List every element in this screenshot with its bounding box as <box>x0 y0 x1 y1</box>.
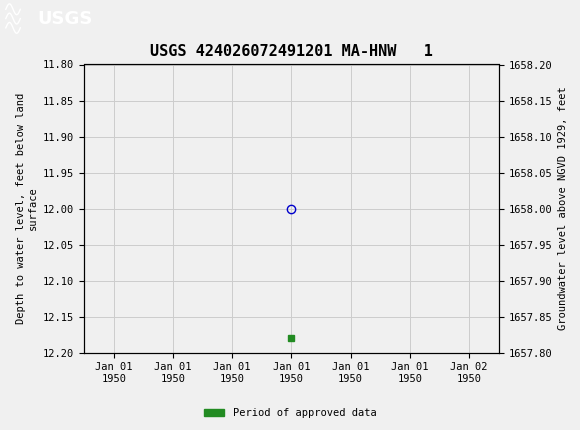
Title: USGS 424026072491201 MA-HNW   1: USGS 424026072491201 MA-HNW 1 <box>150 44 433 59</box>
Text: USGS: USGS <box>38 10 93 28</box>
Y-axis label: Groundwater level above NGVD 1929, feet: Groundwater level above NGVD 1929, feet <box>558 87 568 330</box>
Y-axis label: Depth to water level, feet below land
surface: Depth to water level, feet below land su… <box>16 93 38 324</box>
Legend: Period of approved data: Period of approved data <box>200 404 380 423</box>
